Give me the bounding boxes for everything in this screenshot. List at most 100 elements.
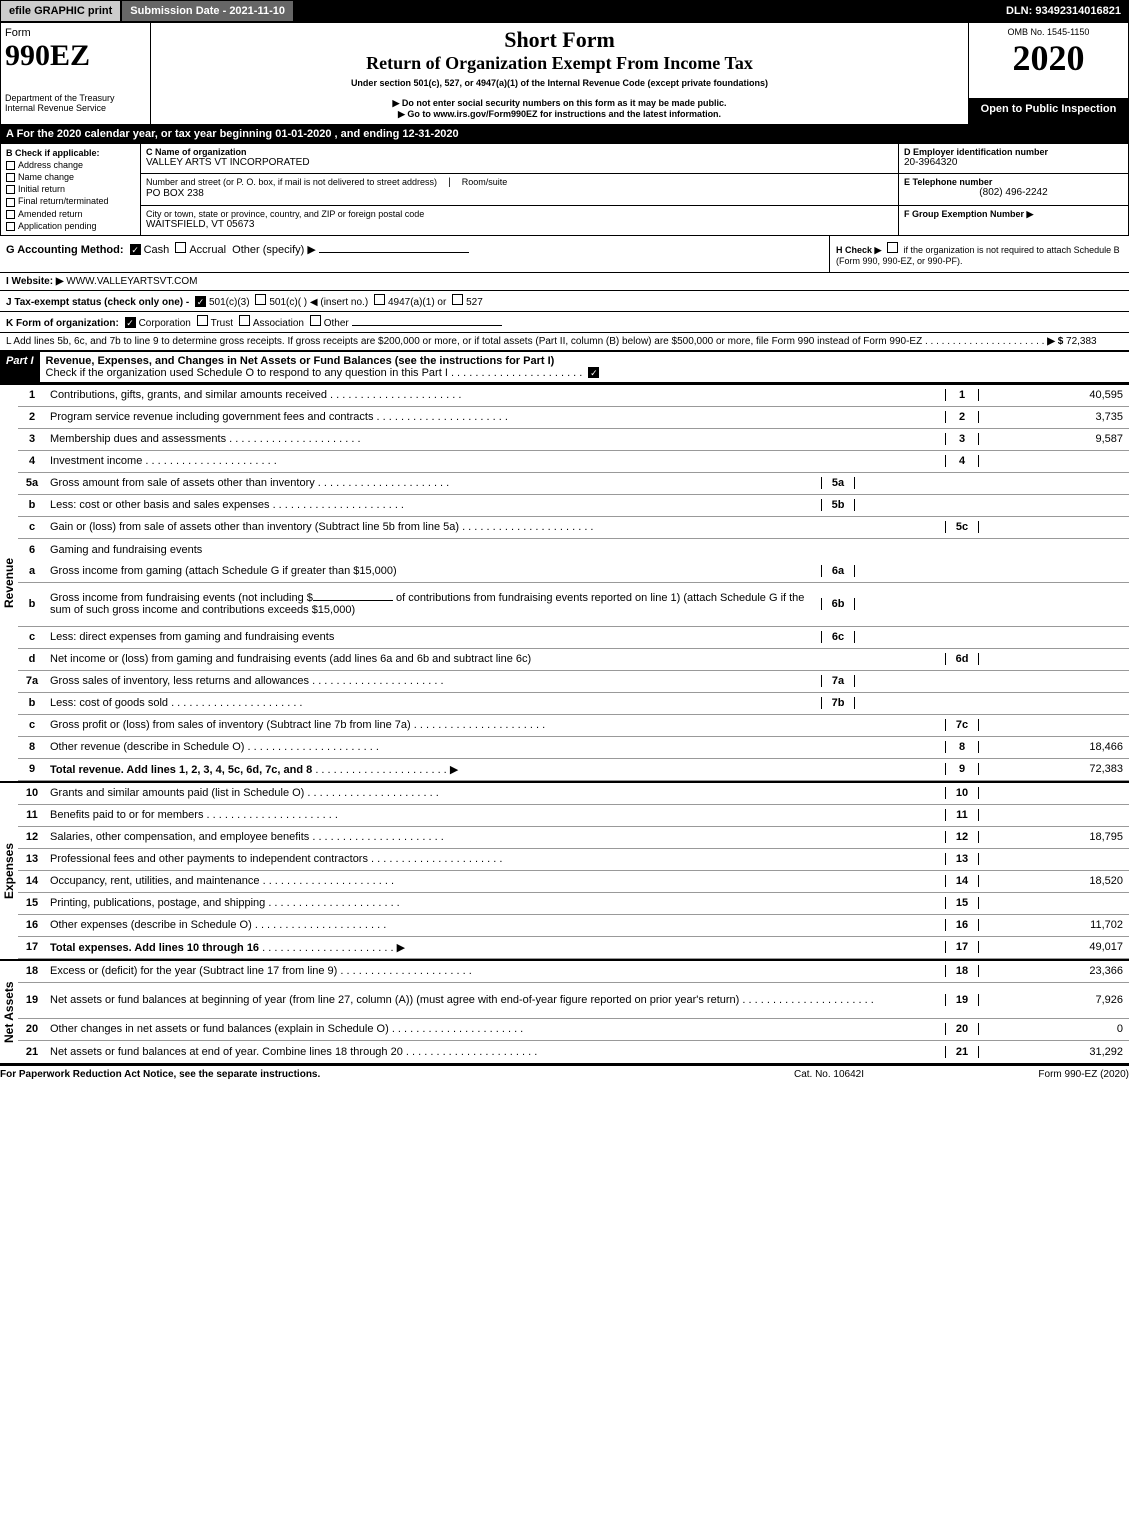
box-e-label: E Telephone number [904,177,1123,187]
check-assoc[interactable] [239,315,250,326]
k-corp: Corporation [139,318,191,329]
box-l-arrow: ▶ $ [1047,336,1063,347]
line-7a: 7aGross sales of inventory, less returns… [18,671,1129,693]
check-501c[interactable] [255,294,266,305]
check-4947[interactable] [374,294,385,305]
period-label-a: A For the 2020 calendar year, or tax yea… [6,128,272,140]
box-i-label: I Website: ▶ [6,276,64,287]
line-6: 6Gaming and fundraising events [18,539,1129,561]
part1-check-text: Check if the organization used Schedule … [46,367,1123,379]
line-14: 14Occupancy, rent, utilities, and mainte… [18,871,1129,893]
k-assoc: Association [253,318,304,329]
check-address-change[interactable]: Address change [6,159,135,171]
j-501c3: 501(c)(3) [209,297,250,308]
box-c-addr: Number and street (or P. O. box, if mail… [141,174,899,205]
expenses-vert-label: Expenses [0,783,18,959]
line-7b: bLess: cost of goods sold7b [18,693,1129,715]
netassets-vert-label: Net Assets [0,961,18,1063]
phone-value: (802) 496-2242 [904,187,1123,198]
efile-print-button[interactable]: efile GRAPHIC print [0,0,121,22]
box-f: F Group Exemption Number ▶ [899,205,1129,235]
org-name: VALLEY ARTS VT INCORPORATED [146,157,893,168]
period-mid: , and ending [335,128,400,140]
revenue-vert-label: Revenue [0,385,18,781]
org-address: PO BOX 238 [146,188,893,199]
check-h[interactable] [887,242,898,253]
website-value[interactable]: WWW.VALLEYARTSVT.COM [66,276,197,287]
check-schedule-o[interactable]: ✓ [588,367,599,378]
box-g: G Accounting Method: ✓Cash Accrual Other… [0,236,829,272]
part1-label: Part I [0,352,40,382]
cash-label: Cash [144,244,170,256]
dept-irs: Internal Revenue Service [5,103,146,113]
line-9: 9Total revenue. Add lines 1, 2, 3, 4, 5c… [18,759,1129,781]
dept-treasury: Department of the Treasury [5,93,146,103]
line-3: 3Membership dues and assessments39,587 [18,429,1129,451]
other-label: Other (specify) ▶ [232,244,316,256]
net-assets-section: Net Assets 18Excess or (deficit) for the… [0,959,1129,1065]
line-13: 13Professional fees and other payments t… [18,849,1129,871]
page-footer: For Paperwork Reduction Act Notice, see … [0,1065,1129,1083]
footer-right: Form 990-EZ (2020) [929,1069,1129,1080]
line-4: 4Investment income4 [18,451,1129,473]
line-6a: aGross income from gaming (attach Schedu… [18,561,1129,583]
check-corp[interactable]: ✓ [125,317,136,328]
meta-table: B Check if applicable: Address change Na… [0,143,1129,236]
check-application-pending[interactable]: Application pending [6,220,135,232]
line-6b: bGross income from fundraising events (n… [18,583,1129,627]
line-16: 16Other expenses (describe in Schedule O… [18,915,1129,937]
line-6d: dNet income or (loss) from gaming and fu… [18,649,1129,671]
check-name-change[interactable]: Name change [6,171,135,183]
box-d: D Employer identification number 20-3964… [899,144,1129,174]
box-i: I Website: ▶ WWW.VALLEYARTSVT.COM [0,273,1129,291]
box-c-label: C Name of organization [146,147,893,157]
line-5b: bLess: cost or other basis and sales exp… [18,495,1129,517]
box-f-label: F Group Exemption Number ▶ [904,209,1123,220]
line-17: 17Total expenses. Add lines 10 through 1… [18,937,1129,959]
open-to-public: Open to Public Inspection [969,98,1129,124]
top-bar: efile GRAPHIC print Submission Date - 20… [0,0,1129,22]
line-7c: cGross profit or (loss) from sales of in… [18,715,1129,737]
box-b-title: B Check if applicable: [6,147,135,159]
line-15: 15Printing, publications, postage, and s… [18,893,1129,915]
omb-number: OMB No. 1545-1150 [973,27,1124,37]
box-e: E Telephone number (802) 496-2242 [899,174,1129,205]
box-j: J Tax-exempt status (check only one) - ✓… [0,291,1129,312]
k-other: Other [324,318,349,329]
tax-year: 2020 [973,37,1124,79]
line-19: 19Net assets or fund balances at beginni… [18,983,1129,1019]
box-l-text: L Add lines 5b, 6c, and 7b to line 9 to … [6,336,922,347]
check-accrual[interactable] [175,242,186,253]
period-end: 12-31-2020 [402,128,458,140]
check-trust[interactable] [197,315,208,326]
warning-text: ▶ Do not enter social security numbers o… [155,98,964,109]
gross-receipts-value: 72,383 [1066,336,1097,347]
line-20: 20Other changes in net assets or fund ba… [18,1019,1129,1041]
check-527[interactable] [452,294,463,305]
submission-date-button[interactable]: Submission Date - 2021-11-10 [121,0,294,22]
line-10: 10Grants and similar amounts paid (list … [18,783,1129,805]
part1-title: Revenue, Expenses, and Changes in Net As… [46,355,1123,367]
box-c-name: C Name of organization VALLEY ARTS VT IN… [141,144,899,174]
check-501c3[interactable]: ✓ [195,296,206,307]
goto-link[interactable]: ▶ Go to www.irs.gov/Form990EZ for instru… [155,109,964,120]
short-form-title: Short Form [155,27,964,53]
line-18: 18Excess or (deficit) for the year (Subt… [18,961,1129,983]
line-12: 12Salaries, other compensation, and empl… [18,827,1129,849]
check-other-org[interactable] [310,315,321,326]
box-h-label: H Check ▶ [836,245,881,255]
dln-label: DLN: 93492314016821 [998,1,1129,21]
line-5c: cGain or (loss) from sale of assets othe… [18,517,1129,539]
room-label: Room/suite [462,177,508,187]
check-final-return[interactable]: Final return/terminated [6,195,135,207]
line-2: 2Program service revenue including gover… [18,407,1129,429]
line-6c: cLess: direct expenses from gaming and f… [18,627,1129,649]
line-8: 8Other revenue (describe in Schedule O)8… [18,737,1129,759]
form-word: Form [5,27,146,39]
footer-center: Cat. No. 10642I [729,1069,929,1080]
check-amended-return[interactable]: Amended return [6,208,135,220]
check-cash[interactable]: ✓ [130,244,141,255]
city-label: City or town, state or province, country… [146,209,893,219]
box-l: L Add lines 5b, 6c, and 7b to line 9 to … [0,333,1129,352]
check-initial-return[interactable]: Initial return [6,183,135,195]
